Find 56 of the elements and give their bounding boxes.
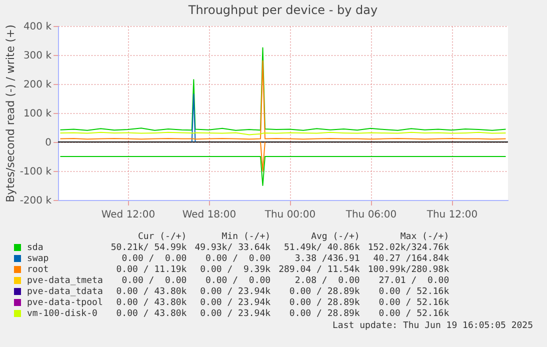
- line-series: [60, 60, 506, 140]
- text: 0.00 / 0.00: [120, 254, 188, 265]
- text: Last update: Thu Jun 19 16:05:05 2025: [332, 320, 533, 332]
- legend-label: pve-data-tpool: [26, 298, 104, 309]
- y-tick-label: -200 k: [20, 196, 52, 206]
- legend-label: sda: [26, 243, 44, 254]
- text: 0.00 / 9.39k: [199, 265, 272, 276]
- legend-label: root: [26, 265, 50, 276]
- y-tick-label: 200 k: [23, 80, 52, 90]
- text: 0.00 / 0.00: [204, 276, 272, 287]
- text: 152.02k/324.76k: [366, 243, 450, 254]
- y-axis-title: Bytes/second read (-) / write (+): [4, 24, 17, 202]
- x-tick-label: Wed 18:00: [182, 210, 236, 220]
- text: 0.00 / 52.16k: [378, 298, 450, 309]
- text: Max (-/+): [399, 232, 450, 243]
- text: 0.00 / 23.94k: [199, 298, 272, 309]
- y-tick-label: -100 k: [20, 166, 52, 178]
- text: 0.00 / 43.80k: [115, 287, 188, 298]
- text: 289.04 / 11.54k: [278, 265, 361, 276]
- text: Avg (-/+): [310, 232, 361, 243]
- chart-title: Throughput per device - by day: [187, 3, 378, 17]
- legend-label: pve-data_tdata: [26, 287, 104, 298]
- text: 0.00 / 11.19k: [115, 265, 188, 276]
- text: 0.00 / 28.89k: [288, 287, 361, 298]
- text: 0.00 / 43.80k: [115, 298, 188, 309]
- text: 0.00 / 23.94k: [199, 287, 272, 298]
- text: 0.00 / 23.94k: [199, 309, 272, 320]
- text: 0.00 / 28.89k: [288, 298, 361, 309]
- text: 0.00 / 28.89k: [288, 309, 361, 320]
- legend-label: swap: [26, 254, 50, 265]
- text: 3.38 /436.91: [294, 254, 361, 265]
- x-tick-label: Thu 00:00: [264, 210, 316, 220]
- x-tick-label: Thu 12:00: [426, 210, 478, 220]
- x-tick-label: Wed 12:00: [101, 210, 156, 220]
- y-tick-label: 400 k: [23, 22, 52, 32]
- legend-label: pve-data_tmeta: [26, 276, 104, 287]
- text: 49.93k/ 33.64k: [194, 243, 272, 254]
- text: Cur (-/+): [136, 232, 188, 243]
- line-series: [60, 47, 506, 131]
- text: Min (-/+): [220, 232, 272, 243]
- text: 0.00 / 43.80k: [115, 309, 188, 320]
- text: 50.21k/ 54.99k: [110, 243, 188, 254]
- text: 0.00 / 52.16k: [378, 309, 450, 320]
- legend-label: vm-100-disk-0: [26, 309, 98, 320]
- text: 0.00 / 0.00: [204, 254, 272, 265]
- y-tick-label: 0: [45, 138, 52, 148]
- text: 2.08 / 0.00: [294, 276, 361, 287]
- text: 100.99k/280.98k: [366, 265, 450, 276]
- y-tick-label: 300 k: [23, 50, 52, 62]
- y-tick-label: 100 k: [23, 108, 52, 120]
- text: 40.27 /164.84k: [372, 254, 450, 265]
- text: 0.00 / 0.00: [120, 276, 188, 287]
- text: 51.49k/ 40.86k: [283, 243, 361, 254]
- text: 0.00 / 52.16k: [378, 287, 450, 298]
- x-tick-label: Thu 06:00: [344, 210, 397, 220]
- text: 27.01 / 0.00: [378, 276, 450, 287]
